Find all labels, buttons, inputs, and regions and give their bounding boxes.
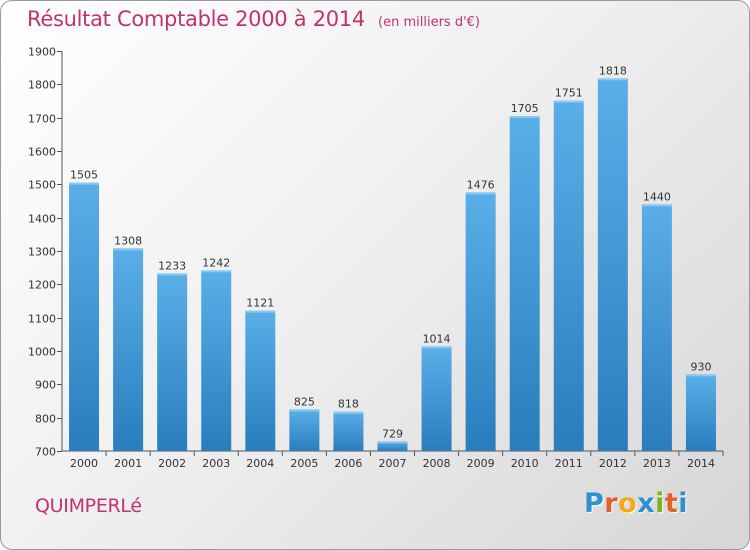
- bar: [157, 273, 188, 451]
- x-tick-label: 2005: [290, 457, 318, 470]
- data-label: 1014: [423, 332, 451, 345]
- bar: [245, 310, 276, 451]
- y-tick-label: 700: [35, 446, 56, 459]
- y-tick-label: 1500: [28, 179, 56, 192]
- bar-highlight: [641, 204, 672, 207]
- axes: 700 800 900 1000 1100 1200 1300 1400 1500 1600 170…: [28, 46, 724, 470]
- bar: [377, 441, 408, 451]
- x-tick-label: 2001: [114, 457, 142, 470]
- bar: [289, 409, 320, 451]
- x-tick-label: 2014: [687, 457, 715, 470]
- bar-highlight: [157, 273, 188, 276]
- data-label: 1505: [70, 169, 98, 182]
- bar: [641, 204, 672, 451]
- data-label: 1242: [202, 256, 230, 269]
- bar: [421, 346, 452, 451]
- data-labels: 1505 1308 1233 1242 1121 825 818 729 1014 1476 170…: [70, 64, 711, 440]
- bars: [69, 78, 716, 452]
- bar: [69, 182, 100, 451]
- data-label: 1308: [114, 234, 142, 247]
- x-tick-label: 2006: [334, 457, 362, 470]
- data-label: 1818: [599, 64, 627, 77]
- y-tick-label: 1700: [28, 113, 56, 126]
- y-tick-label: 1000: [28, 346, 56, 359]
- x-tick-label: 2011: [555, 457, 583, 470]
- y-tick-label: 1200: [28, 279, 56, 292]
- bar: [113, 248, 144, 451]
- bar-highlight: [597, 78, 628, 81]
- chart-unit: (en milliers d'€): [378, 15, 480, 30]
- logo-letter: r: [604, 488, 619, 519]
- bar: [553, 100, 584, 452]
- logo-letter: P: [584, 488, 605, 519]
- bar-highlight: [245, 310, 276, 313]
- proxiti-logo: Proxiti: [584, 488, 688, 519]
- data-label: 818: [338, 398, 359, 411]
- bar-highlight: [685, 374, 716, 377]
- bar: [201, 270, 232, 451]
- logo-letter: o: [618, 488, 638, 519]
- bar-highlight: [113, 248, 144, 251]
- data-label: 1121: [246, 297, 274, 310]
- x-tick-label: 2003: [202, 457, 230, 470]
- x-tick-label: 2000: [70, 457, 98, 470]
- x-tick-label: 2013: [643, 457, 671, 470]
- y-tick-label: 900: [35, 379, 56, 392]
- data-label: 825: [294, 395, 315, 408]
- city-name: QUIMPERLé: [35, 495, 142, 517]
- data-label: 729: [382, 427, 403, 440]
- logo-letter: i: [655, 488, 665, 519]
- bar-highlight: [465, 192, 496, 195]
- bar-highlight: [553, 100, 584, 103]
- x-tick-label: 2007: [379, 457, 407, 470]
- bar-highlight: [377, 441, 408, 444]
- chart-title: Résultat Comptable 2000 à 2014: [27, 7, 365, 31]
- y-tick-label: 1300: [28, 246, 56, 259]
- bar: [333, 411, 364, 451]
- x-tick-label: 2008: [423, 457, 451, 470]
- logo-letter: i: [678, 488, 689, 519]
- y-tick-label: 1900: [28, 46, 56, 59]
- x-tick-label: 2012: [599, 457, 627, 470]
- y-tick-label: 1600: [28, 146, 56, 159]
- bar: [685, 374, 716, 451]
- bar: [597, 78, 628, 451]
- data-label: 1705: [511, 102, 539, 115]
- data-label: 930: [690, 360, 711, 373]
- bar-highlight: [289, 409, 320, 412]
- chart-title-block: Résultat Comptable 2000 à 2014 (en milli…: [27, 7, 480, 31]
- y-tick-label: 800: [35, 413, 56, 426]
- y-tick-label: 1100: [28, 313, 56, 326]
- bar-highlight: [201, 270, 232, 273]
- x-tick-label: 2002: [158, 457, 186, 470]
- x-tick-label: 2004: [246, 457, 274, 470]
- x-tick-label: 2009: [467, 457, 495, 470]
- y-tick-label: 1800: [28, 79, 56, 92]
- bar: [509, 116, 540, 451]
- bar-highlight: [421, 346, 452, 349]
- bar-highlight: [509, 116, 540, 118]
- bar-highlight: [69, 182, 100, 185]
- data-label: 1751: [555, 87, 583, 100]
- bar: [465, 192, 496, 452]
- x-tick-label: 2010: [511, 457, 539, 470]
- data-label: 1233: [158, 259, 186, 272]
- logo-letter: x: [637, 488, 656, 519]
- logo-letter: t: [664, 488, 679, 519]
- bar-highlight: [333, 411, 364, 414]
- data-label: 1440: [643, 190, 671, 203]
- y-tick-label: 1400: [28, 213, 56, 226]
- data-label: 1476: [467, 178, 495, 191]
